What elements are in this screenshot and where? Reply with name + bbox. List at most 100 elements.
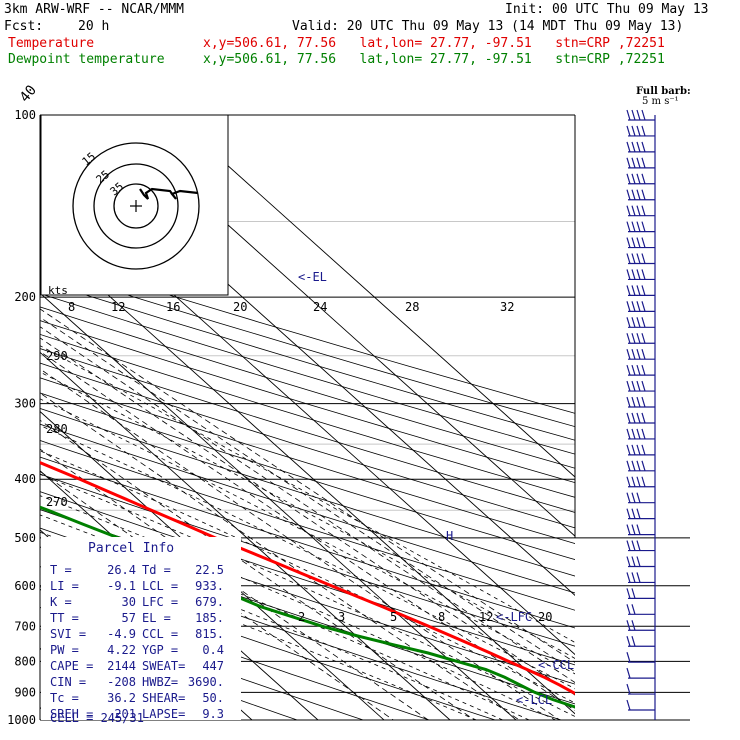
left-theta-label-270: 270	[46, 495, 68, 509]
temperature-station-info: x,y=506.61, 77.56 lat,lon= 27.77, -97.51…	[203, 36, 665, 51]
pressure-label-700: 700	[14, 619, 36, 633]
parcel-value: 2144	[107, 659, 136, 673]
axis-labels: 1002003004005006007008009001000-80-70-60…	[7, 82, 552, 727]
wind-barb-flag	[641, 285, 646, 296]
parcel-value: 447	[202, 659, 224, 673]
parcel-key: CCL =	[142, 627, 178, 641]
moist-adiabat	[40, 473, 575, 717]
wind-barb-flag	[641, 269, 646, 280]
parcel-value: 3690.	[188, 675, 224, 689]
wind-barb-flag	[626, 651, 631, 663]
wind-barb-flag	[631, 476, 636, 487]
wind-barb-flag	[631, 173, 636, 184]
temperature-legend-label: Temperature	[8, 36, 95, 51]
wind-barb-flag	[631, 396, 636, 408]
moist-adiabat	[40, 495, 556, 720]
wind-barb-flag	[641, 205, 646, 216]
isotherm-line	[40, 292, 517, 720]
dewpoint-legend-label: Dewpoint temperature	[8, 52, 165, 67]
wind-barb-flag	[636, 269, 641, 280]
wind-barb-flag	[631, 333, 636, 344]
wind-barb-flag	[636, 508, 641, 519]
wind-barbs	[626, 109, 655, 711]
mixing-ratio-label-low-3: 3	[338, 610, 345, 624]
wind-barb-flag	[636, 540, 641, 551]
dry-adiabat	[40, 473, 575, 647]
wind-barb-flag	[636, 364, 641, 376]
parcel-info-rows: T = 26.4 Td = 22.5 LI = -9.1 LCL = 933. K = 30 LFC…	[50, 563, 224, 721]
wind-barb-flag	[631, 109, 636, 121]
wind-barb-flag	[626, 173, 631, 184]
wind-barb-flag	[631, 317, 636, 328]
hodograph-ring-outer	[72, 142, 200, 270]
parcel-key: Tc =	[50, 691, 79, 705]
parcel-key: CIN =	[50, 675, 86, 689]
mixing-ratio-label-low-12: 12	[479, 610, 493, 624]
wind-barb-flag	[636, 572, 641, 583]
wind-barb-flag	[626, 699, 631, 711]
wind-barb-flag	[631, 269, 636, 280]
wind-barb-flag	[641, 349, 646, 360]
wind-barb-flag	[641, 237, 646, 248]
dry-adiabat	[40, 423, 575, 594]
wind-barb-flag	[626, 349, 631, 360]
wind-barb-flag	[631, 540, 636, 551]
pressure-label-600: 600	[14, 579, 36, 593]
parcel-key: SHEAR=	[142, 691, 185, 705]
wind-barb-flag	[626, 253, 631, 264]
parcel-info-title: Parcel Info	[88, 541, 174, 556]
forecast-label: Fcst:	[4, 19, 44, 34]
mixing-ratio-label-low-5: 5	[390, 610, 397, 624]
parcel-value: 4.22	[107, 643, 136, 657]
wind-barb-flag	[636, 524, 641, 535]
wind-barb-flag	[636, 285, 641, 296]
wind-barb-flag	[641, 317, 646, 328]
wind-barb-flag	[641, 253, 646, 264]
wind-barb-flag	[626, 301, 631, 312]
lfc-marker: <-LFC	[496, 610, 532, 624]
wind-barb-flag	[626, 588, 631, 599]
wind-barb-flag	[631, 524, 636, 535]
pressure-label-900: 900	[14, 685, 36, 699]
parcel-info-box	[41, 537, 241, 720]
barb-legend-line2: 5 m s⁻¹	[642, 96, 679, 107]
wind-barb-flag	[626, 189, 631, 200]
wind-barb-flag	[631, 428, 636, 440]
dry-adiabat	[40, 333, 575, 498]
mixing-ratio-label-top-8: 8	[68, 300, 75, 314]
wind-barb-flag	[636, 460, 641, 471]
wind-barb-flag	[631, 444, 636, 456]
dry-adiabat	[40, 306, 575, 469]
dry-adiabat	[40, 566, 496, 720]
el-marker: <-EL	[298, 270, 327, 284]
hodograph-box	[40, 114, 229, 296]
wind-barb-flag	[636, 173, 641, 184]
forecast-hour: 20 h	[78, 19, 110, 34]
wind-barb-flag	[636, 125, 641, 137]
mixing-ratio-label-top-24: 24	[313, 300, 327, 314]
parcel-key: SVI =	[50, 627, 86, 641]
wind-barb-flag	[626, 157, 631, 169]
mixing-ratio-label-low-20: 20	[538, 610, 552, 624]
parcel-key: EL =	[142, 611, 171, 625]
isotherm-line	[40, 233, 575, 715]
wind-barb-flag	[631, 636, 636, 647]
hwbz-marker: H	[446, 529, 453, 543]
wind-barb-flag	[636, 253, 641, 264]
moist-adiabat	[40, 450, 575, 704]
pressure-label-300: 300	[14, 397, 36, 411]
parcel-key: T =	[50, 563, 72, 577]
wind-barb-flag	[641, 396, 646, 408]
wind-barb-flag	[626, 269, 631, 280]
moist-adiabat	[40, 424, 575, 690]
wind-barb-flag	[626, 540, 631, 551]
wind-barb-flag	[626, 141, 631, 153]
level-markers: <-EL <-LFC <-CCL <-LCL H	[298, 270, 574, 707]
wind-barb-flag	[626, 556, 631, 567]
moist-adiabat	[40, 398, 575, 675]
mixing-ratio-line	[40, 316, 575, 673]
mixing-ratio-line	[40, 470, 394, 720]
parcel-key: LAPSE=	[142, 707, 185, 721]
wind-barb-flag	[636, 444, 641, 456]
